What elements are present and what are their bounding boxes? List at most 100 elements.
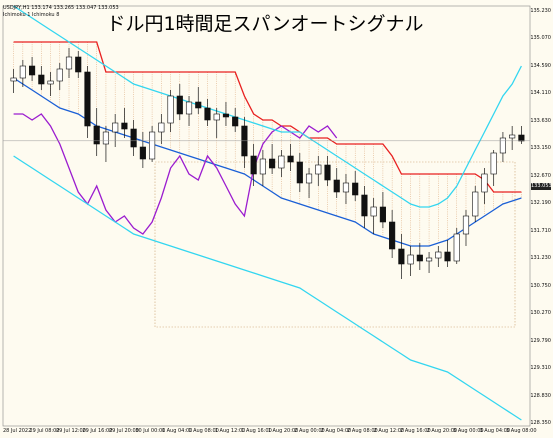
candle-body xyxy=(75,56,82,73)
candle-body xyxy=(296,161,303,184)
time-tick: 2 Aug 08:00 xyxy=(347,428,378,434)
candle-body xyxy=(47,80,54,85)
price-tick: 134.110 xyxy=(530,90,551,97)
candle-body xyxy=(462,215,470,235)
price-tick: 135.230 xyxy=(530,8,551,14)
price-tick: 131.710 xyxy=(530,227,551,234)
candle-body xyxy=(250,155,257,175)
time-tick: 2 Aug 20:00 xyxy=(426,428,458,434)
symbol-line: USDJPY,H1 133.174 133.265 133.047 133.05… xyxy=(3,5,119,11)
time-tick: 2 Aug 16:00 xyxy=(400,428,431,434)
candle-body xyxy=(490,152,497,175)
candle-body xyxy=(444,251,451,262)
candle-body xyxy=(370,206,377,217)
price-tick: 133.150 xyxy=(530,145,551,152)
candle-body xyxy=(204,107,211,121)
candle-body xyxy=(481,173,488,193)
time-tick: 29 Jul 20:00 xyxy=(108,428,139,434)
candle-body xyxy=(259,158,266,175)
time-tick: 28 Jul 2022 xyxy=(3,428,32,434)
price-tick: 134.590 xyxy=(530,62,551,69)
price-tick: 130.750 xyxy=(530,282,551,289)
candle-body xyxy=(38,74,45,85)
price-tick: 129.310 xyxy=(530,365,551,372)
candle-body xyxy=(195,101,202,109)
time-tick: 1 Aug 20:00 xyxy=(267,428,299,434)
candle-body xyxy=(130,128,137,148)
candle-body xyxy=(389,221,396,250)
time-tick: 2 Aug 12:00 xyxy=(373,428,405,434)
candle-body xyxy=(56,68,63,82)
bollinger-lower-line xyxy=(13,155,522,421)
candle-body xyxy=(149,131,156,160)
candle-body xyxy=(407,254,414,265)
price-tick: 135.070 xyxy=(530,35,551,42)
candle-body xyxy=(315,164,322,175)
plot-frame xyxy=(2,5,531,427)
time-tick: 30 Jul 00:00 xyxy=(135,428,166,434)
candle-body xyxy=(342,182,350,193)
time-tick: 29 Jul 16:00 xyxy=(82,428,113,434)
candle-body xyxy=(65,56,73,70)
current-price-tag: 133.053 xyxy=(531,183,552,190)
time-tick: 1 Aug 12:00 xyxy=(214,428,246,434)
candle-body xyxy=(453,233,460,262)
candle-body xyxy=(93,125,100,145)
candle-body xyxy=(19,65,26,79)
time-tick: 29 Jul 12:00 xyxy=(55,428,86,434)
candle-body xyxy=(518,134,525,142)
reference-box xyxy=(154,161,516,328)
time-tick: 29 Jul 08:00 xyxy=(29,428,60,434)
time-tick: 3 Aug 00:00 xyxy=(453,428,484,434)
price-tick: 132.190 xyxy=(530,200,551,207)
candle-body xyxy=(499,137,506,154)
time-tick: 1 Aug 04:00 xyxy=(161,428,193,434)
time-tick: 2 Aug 04:00 xyxy=(320,428,352,434)
candle-body xyxy=(269,158,276,169)
candle-body xyxy=(213,113,220,121)
candle-body xyxy=(379,206,386,223)
candle-body xyxy=(232,116,239,127)
price-tick: 132.670 xyxy=(530,172,551,179)
bollinger-upper-line xyxy=(13,5,522,208)
time-tick: 3 Aug 04:00 xyxy=(479,428,511,434)
candle-body xyxy=(509,134,516,139)
candle-body xyxy=(287,155,294,163)
price-tick: 129.790 xyxy=(530,337,551,344)
candle-body xyxy=(139,146,146,160)
candle-body xyxy=(472,191,479,217)
candle-body xyxy=(112,122,119,133)
time-tick: 2 Aug 00:00 xyxy=(294,428,325,434)
time-tick: 1 Aug 08:00 xyxy=(188,428,219,434)
candle-body xyxy=(361,194,368,217)
symbol-info: USDJPY,H1 133.174 133.265 133.047 133.05… xyxy=(3,5,119,19)
indicator-line: Ichimoku 1 Ichimoku 8 xyxy=(3,12,60,18)
candle-body xyxy=(435,251,442,259)
candle-body xyxy=(10,77,17,82)
candle-body xyxy=(324,164,331,181)
price-tick: 128.350 xyxy=(530,420,551,426)
candle-body xyxy=(167,95,174,124)
candle-body xyxy=(84,71,91,127)
candle-body xyxy=(121,122,128,130)
chikou-line xyxy=(13,113,338,235)
price-tick: 131.230 xyxy=(530,255,551,262)
candle-body xyxy=(333,179,340,193)
price-tick: 128.830 xyxy=(530,392,551,399)
candle-body xyxy=(398,248,405,265)
price-tick: 130.270 xyxy=(530,310,551,317)
candle-body xyxy=(102,131,110,145)
candle-body xyxy=(305,173,313,184)
candle-body xyxy=(158,122,165,133)
candle-body xyxy=(416,254,423,262)
chart-title: ドル円1時間足スパンオートシグナル xyxy=(106,13,424,35)
price-tick: 133.630 xyxy=(530,117,551,124)
candle-body xyxy=(185,101,193,115)
tenkan-line xyxy=(13,41,522,193)
candle-body xyxy=(222,113,230,118)
time-tick: 3 Aug 08:00 xyxy=(506,428,537,434)
candle-body xyxy=(352,182,359,196)
time-tick: 1 Aug 16:00 xyxy=(241,428,272,434)
